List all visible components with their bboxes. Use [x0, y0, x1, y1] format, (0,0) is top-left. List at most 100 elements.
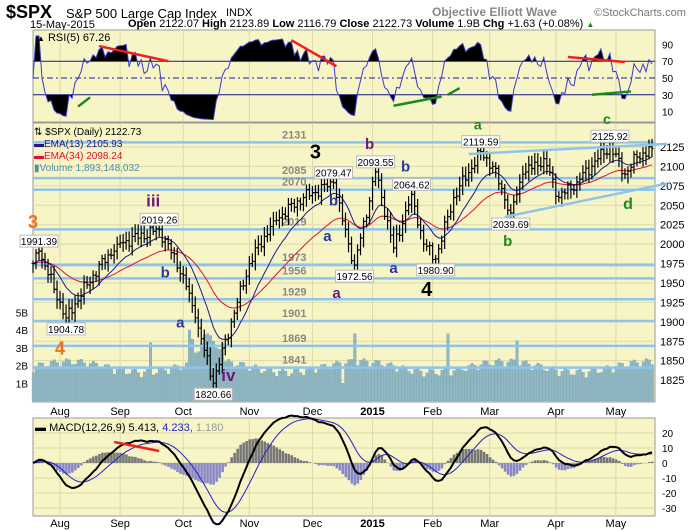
price-label: 2064.62 [394, 180, 431, 191]
volume-bar [569, 374, 573, 402]
volume-bar [614, 366, 618, 402]
month-tick-label: Nov [240, 518, 260, 530]
volume-bar [404, 366, 408, 402]
volume-bar [479, 364, 483, 402]
ohlc-bar [620, 152, 624, 182]
volume-bar [626, 366, 630, 402]
macd-histogram-bar [587, 461, 591, 463]
price-label-box [590, 129, 630, 143]
volume-bar [533, 365, 537, 402]
volume-bar [191, 339, 195, 402]
ohlc-bar [313, 185, 317, 202]
macd-tick-label: -10 [662, 474, 677, 485]
volume-bar [134, 369, 137, 402]
ohlc-bar [578, 172, 582, 191]
ohlc-bar [416, 199, 420, 229]
macd-histogram-bar [548, 462, 552, 463]
volume-legend-text: Volume 1,893,148,032 [39, 163, 140, 174]
volume-bar [443, 368, 447, 402]
ohlc-bar [259, 235, 263, 253]
rsi-divergence-line [393, 95, 442, 107]
volume-bar [644, 358, 648, 402]
close-label: Close [339, 18, 370, 30]
macd-histogram-bar [83, 461, 86, 463]
volume-bar [590, 368, 594, 402]
ohlc-bar [554, 173, 558, 205]
ohlc-bar [371, 176, 375, 211]
ohlc-bar [524, 162, 528, 180]
macd-histogram-bar [614, 459, 618, 463]
volume-bar [545, 371, 549, 402]
volume-bar [350, 359, 354, 402]
ohlc-bar [133, 224, 137, 243]
ohlc-bar [590, 157, 594, 180]
volume-bar [182, 367, 185, 402]
macd-histogram-bar [392, 463, 396, 471]
volume-bar [290, 373, 294, 402]
ohlc-bar [536, 153, 540, 175]
price-label: 2079.47 [315, 169, 352, 180]
volume-bar [218, 349, 222, 402]
ohlc-bar [419, 218, 423, 240]
wave-label: a [323, 228, 332, 245]
price-label: 2119.59 [463, 138, 499, 149]
macd-histogram-bar [380, 455, 384, 463]
macd-histogram-bar [635, 463, 639, 465]
macd-histogram-bar [353, 463, 357, 486]
wave-label: b [329, 192, 338, 209]
volume-bar [566, 369, 570, 402]
price-label: 2093.55 [357, 158, 394, 169]
volume-bar [410, 373, 414, 402]
volume-bar [611, 372, 615, 402]
volume-bar [374, 359, 378, 402]
rsi-oversold-fill [45, 94, 627, 120]
macd-histogram-bar [488, 457, 492, 463]
ohlc-bar [512, 194, 516, 222]
volume-bar [302, 375, 306, 402]
volume-bar [263, 371, 267, 402]
volume-bar [395, 371, 399, 402]
close-value: 2122.73 [372, 18, 413, 30]
wave-label: 4 [55, 338, 65, 358]
macd-histogram-bar [458, 450, 462, 463]
macd-histogram-bar [71, 463, 74, 473]
price-label-box [46, 322, 86, 336]
ohlc-bar [380, 173, 384, 207]
volume-bar [173, 364, 176, 402]
ohlc-bar [250, 253, 254, 268]
macd-histogram-bar [338, 463, 342, 471]
ema34-legend-text: EMA(34) 2098.24 [44, 151, 123, 162]
support-level-label: 1929 [282, 286, 306, 298]
price-legend-text: $SPX (Daily) 2122.73 [45, 127, 142, 138]
volume-bar [46, 366, 50, 402]
ohlc-bar [73, 295, 77, 322]
ohlc-bar [199, 318, 203, 345]
ohlc-bar [295, 197, 299, 217]
ohlc-bar [106, 249, 110, 272]
macd-histogram-bar [557, 463, 561, 470]
ohlc-bar [617, 147, 621, 168]
macd-histogram-bar [461, 448, 465, 463]
price-label-box [139, 212, 179, 226]
price-label: 2019.26 [141, 215, 178, 226]
volume-bar [368, 366, 372, 402]
brand: Objective Elliott Wave [432, 5, 557, 19]
macd-histogram-bar [167, 463, 170, 467]
macd-histogram-bar [350, 463, 354, 484]
volume-bar [149, 342, 152, 402]
macd-histogram-bar [119, 452, 122, 463]
month-tick-label: Mar [480, 406, 499, 418]
volume-bar [37, 362, 41, 402]
macd-histogram-bar [170, 463, 173, 469]
ohlc-bar [446, 209, 450, 231]
volume-bar [275, 375, 279, 402]
ohlc-bar [235, 297, 239, 321]
volume-bar [100, 368, 104, 402]
ohlc-bar [389, 211, 393, 243]
macd-histogram-bar [470, 449, 474, 463]
volume-bar [224, 361, 228, 402]
high-value: 2123.89 [229, 18, 270, 30]
ohlc-bar [298, 197, 302, 211]
ohlc-bar [383, 189, 387, 220]
ohlc-bar [52, 265, 56, 294]
